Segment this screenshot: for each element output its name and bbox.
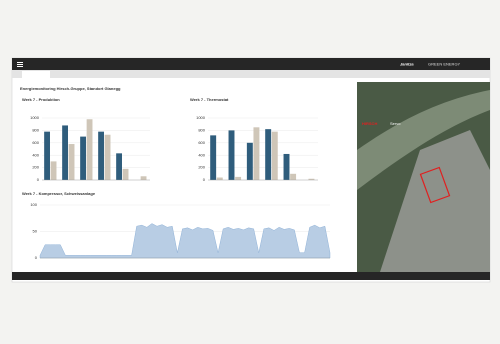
brand: Janitza — [400, 62, 414, 67]
y-tick-label: 800 — [198, 127, 205, 132]
area — [39, 223, 331, 259]
map-highlight[interactable] — [419, 166, 451, 204]
bar — [140, 176, 147, 180]
y-tick-label: 600 — [32, 140, 39, 145]
bar — [228, 130, 235, 180]
map-product: Servo — [390, 121, 401, 126]
bar — [246, 142, 253, 180]
menu-icon — [17, 64, 23, 65]
y-tick-label: 1000 — [196, 115, 206, 120]
y-tick-label: 50 — [33, 229, 38, 234]
bar — [62, 125, 68, 180]
bar — [210, 135, 217, 180]
y-tick-label: 0 — [203, 177, 206, 182]
y-tick-label: 0 — [37, 177, 40, 182]
y-tick-label: 600 — [198, 140, 205, 145]
tab[interactable] — [22, 71, 50, 78]
y-tick-label: 800 — [32, 127, 39, 132]
chart-title: Werk 7 - Kompressor, Schweissanlage — [22, 191, 96, 196]
chart-title: Werk 7 - Produktion — [22, 97, 60, 102]
map-field — [357, 90, 490, 190]
bar — [122, 168, 129, 180]
bar — [44, 131, 50, 180]
bar — [308, 178, 315, 180]
bar — [271, 131, 278, 180]
bar — [290, 173, 297, 180]
page-title: Energiemonitoring Hirsch-Gruppe, Standor… — [20, 86, 121, 91]
y-tick-label: 1000 — [30, 115, 40, 120]
y-tick-label: 400 — [198, 152, 205, 157]
bar — [116, 153, 122, 180]
bar — [104, 134, 111, 180]
bar — [86, 119, 93, 180]
y-tick-label: 400 — [32, 152, 39, 157]
tab-bar — [12, 70, 490, 78]
map-brand: HIRSCH — [362, 121, 377, 126]
menu-icon[interactable] — [17, 62, 23, 63]
bar — [50, 161, 57, 180]
y-tick-label: 100 — [30, 202, 37, 207]
bar — [80, 136, 86, 180]
bar — [68, 144, 75, 180]
top-bar — [12, 58, 490, 70]
menu-icon — [17, 66, 23, 67]
y-tick-label: 200 — [32, 165, 39, 170]
bar — [253, 127, 260, 180]
y-tick-label: 200 — [198, 165, 205, 170]
bar — [216, 177, 223, 180]
chart-title: Werk 7 - Thermostat — [190, 97, 229, 102]
bottom-bar — [12, 272, 490, 280]
bar — [235, 176, 242, 180]
bar — [98, 131, 104, 180]
y-tick-label: 0 — [35, 255, 38, 260]
bar — [265, 129, 272, 180]
bar — [283, 153, 290, 180]
tagline: GREEN ENERGY — [428, 62, 461, 67]
